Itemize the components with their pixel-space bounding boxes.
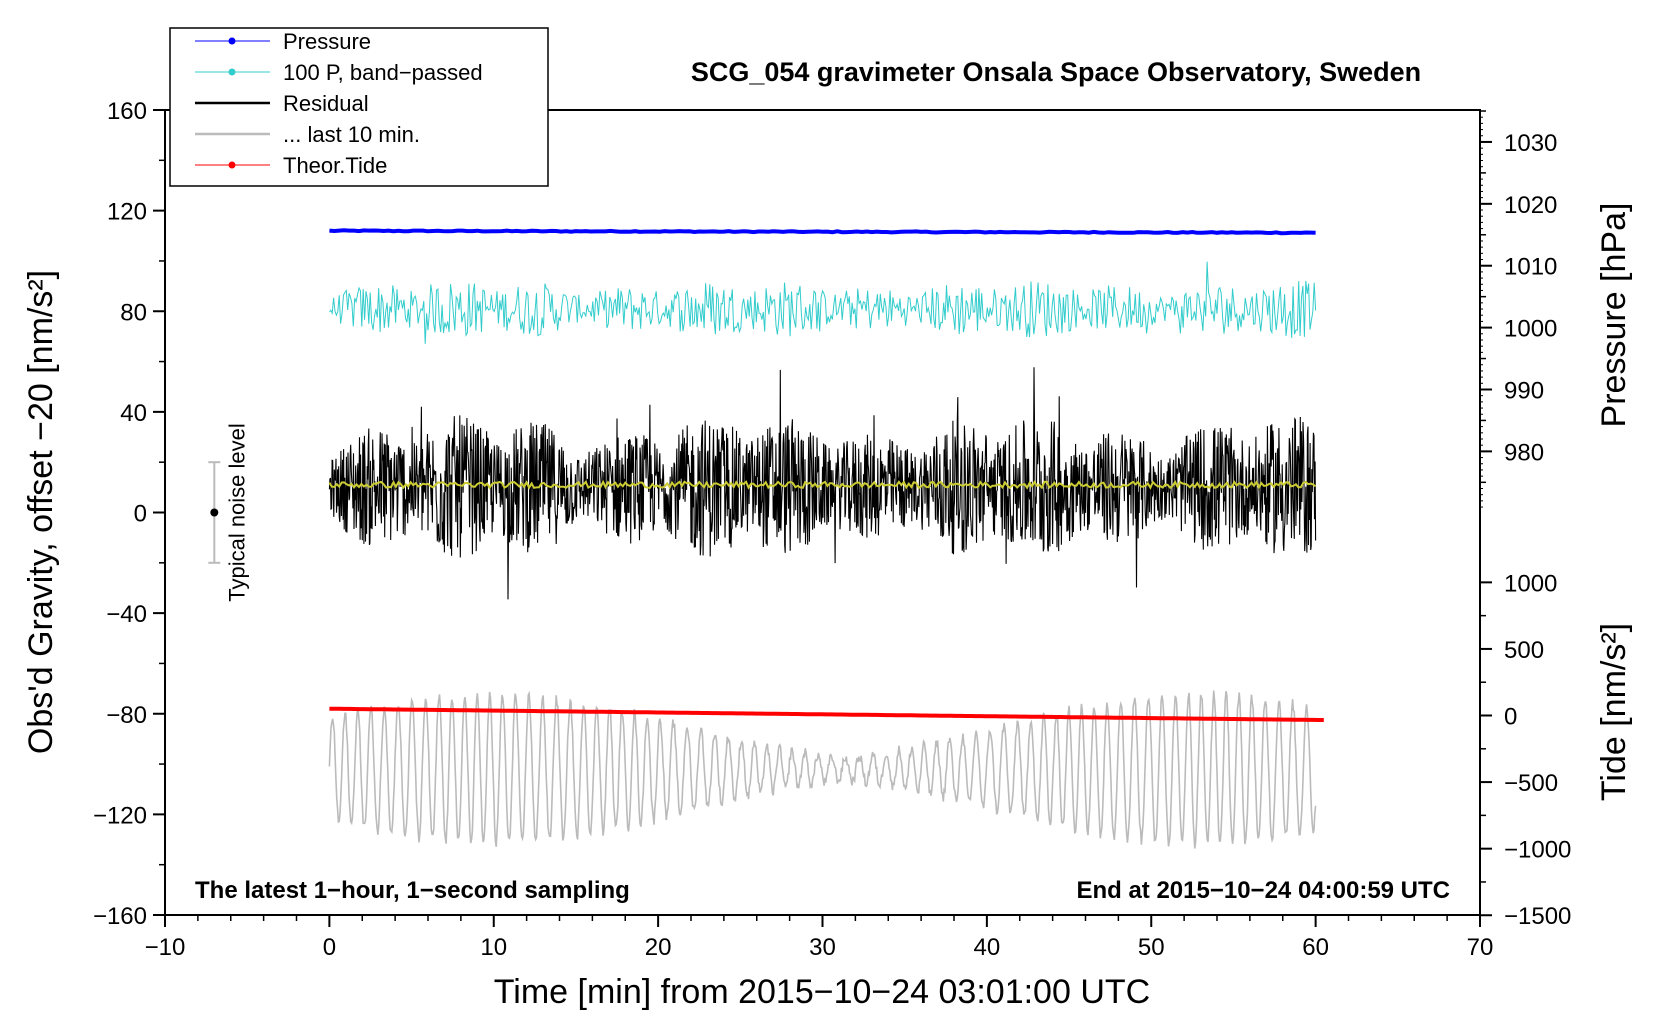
tide-tick-label: 1000 — [1504, 570, 1557, 597]
pressure-tick-label: 1000 — [1504, 316, 1557, 343]
legend-residual-label: Residual — [283, 91, 369, 116]
x-tick-label: 0 — [323, 934, 336, 961]
noise-center-dot — [210, 508, 219, 517]
y-axis-tide: −1500 −1000 −500 0 500 1000 — [1480, 570, 1571, 930]
legend-theor-tide-label: Theor.Tide — [283, 153, 387, 178]
y-tick-label: 0 — [134, 501, 147, 528]
legend-box — [169, 27, 549, 187]
y-axis-pressure: 980 990 1000 1010 1020 1030 — [1480, 110, 1557, 508]
legend-100-p-band-passed-marker — [228, 68, 236, 76]
tide-tick-label: −1500 — [1504, 903, 1571, 930]
tide-axis-title: Tide [nm/s²] — [1595, 623, 1633, 801]
pressure-axis-title: Pressure [hPa] — [1595, 203, 1633, 428]
x-tick-label: 30 — [809, 934, 836, 961]
legend-last-10-min-label: ... last 10 min. — [283, 122, 420, 147]
series-layer — [328, 228, 1324, 849]
x-tick-label: 60 — [1302, 934, 1329, 961]
y-tick-label: −120 — [93, 802, 147, 829]
pressure-tick-label: 990 — [1504, 377, 1544, 404]
pressure-tick-label: 1010 — [1504, 254, 1557, 281]
noise-label: Typical noise level — [224, 423, 249, 602]
x-tick-label: 40 — [974, 934, 1001, 961]
series-theor-tide-line — [329, 706, 1324, 722]
pressure-tick-label: 1020 — [1504, 192, 1557, 219]
series-residual-line — [328, 367, 1317, 600]
y-axis-title: Obs'd Gravity, offset −20 [nm/s²] — [22, 270, 60, 754]
y-tick-label: −160 — [93, 903, 147, 930]
tide-tick-label: 500 — [1504, 637, 1544, 664]
x-tick-label: −10 — [145, 934, 186, 961]
y-tick-label: −80 — [106, 702, 147, 729]
residual-mean-line — [328, 479, 1317, 490]
tide-tick-label: −500 — [1504, 770, 1558, 797]
x-tick-label: 70 — [1467, 934, 1494, 961]
series-100-p-band-passed-line — [329, 261, 1317, 344]
annotation-sampling: The latest 1−hour, 1−second sampling — [195, 877, 630, 904]
pressure-tick-label: 980 — [1504, 439, 1544, 466]
tide-tick-label: −1000 — [1504, 837, 1571, 864]
y-axis-left: −160 −120 −80 −40 0 40 80 120 160 — [93, 98, 165, 930]
chart-title: SCG_054 gravimeter Onsala Space Observat… — [691, 57, 1421, 87]
y-tick-label: 80 — [120, 299, 147, 326]
x-tick-label: 20 — [645, 934, 672, 961]
series-last-10-min-line — [328, 690, 1317, 849]
y-tick-label: 160 — [107, 98, 147, 125]
pressure-tick-label: 1030 — [1504, 130, 1557, 157]
x-axis: −10 0 10 20 30 40 50 60 70 — [145, 915, 1494, 961]
tide-tick-label: 0 — [1504, 704, 1517, 731]
annotation-end-time: End at 2015−10−24 04:00:59 UTC — [1076, 877, 1450, 904]
x-tick-label: 50 — [1138, 934, 1165, 961]
noise-indicator: Typical noise level — [208, 423, 249, 602]
series-pressure-line — [329, 228, 1316, 236]
legend-theor-tide-marker — [228, 161, 236, 169]
y-tick-label: 40 — [120, 400, 147, 427]
legend-pressure-marker — [228, 37, 236, 45]
y-tick-label: 120 — [107, 199, 147, 226]
legend: Pressure 100 P, band−passed Residual ... la… — [169, 27, 549, 187]
y-tick-label: −40 — [106, 601, 147, 628]
legend-100-p-band-passed-label: 100 P, band−passed — [283, 60, 483, 85]
x-axis-title: Time [min] from 2015−10−24 03:01:00 UTC — [494, 973, 1150, 1011]
legend-pressure-label: Pressure — [283, 29, 371, 54]
x-tick-label: 10 — [480, 934, 507, 961]
